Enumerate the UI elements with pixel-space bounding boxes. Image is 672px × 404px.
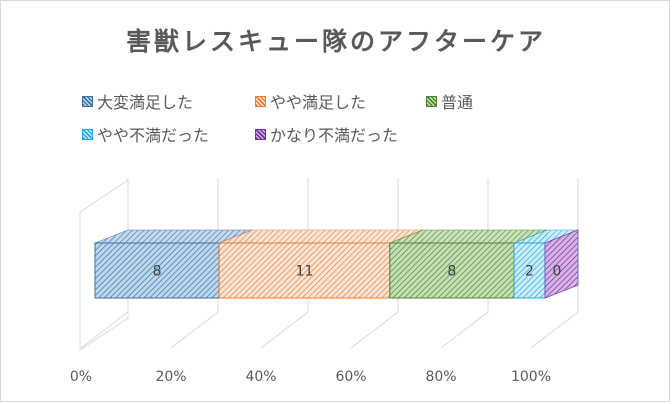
bar-segment-5 [544,229,579,299]
x-axis-ticks: 0% 20% 40% 60% 80% 100% [70,369,551,385]
x-tick-label: 40% [245,369,276,385]
floor-line [530,311,579,349]
bar-side-face [544,229,579,299]
legend-label-4: やや不満だった [97,126,210,145]
data-label-2: 11 [296,264,314,280]
legend-label-1: 大変満足した [97,93,194,112]
floor-line [350,311,399,349]
x-tick-label: 20% [155,369,186,385]
legend-item-3: 普通 [426,89,473,113]
legend-item-2: やや満足した [255,89,366,113]
x-tick-label: 80% [425,369,456,385]
floor-line [80,311,129,349]
legend-item-4: やや不満だった [82,122,209,146]
bar-front-face [218,242,391,299]
floor-line [440,311,489,349]
legend-swatch-4 [82,128,93,140]
legend-swatch-5 [255,128,266,140]
data-label-5: 0 [553,264,562,280]
x-tick-label: 0% [70,369,92,385]
data-label-3: 8 [447,264,456,280]
legend-swatch-1 [82,95,93,107]
legend-label-5: かなり不満だった [270,126,399,145]
legend-label-2: やや満足した [270,93,367,112]
x-tick-label: 100% [511,369,551,385]
floor-line [260,311,309,349]
legend-swatch-3 [426,95,437,107]
chart-title: 害獣レスキュー隊のアフターケア [125,27,546,56]
data-labels: 8 11 8 2 0 [153,264,562,280]
legend-label-3: 普通 [441,93,474,112]
legend-item-5: かなり不満だった [255,122,398,146]
bar-top-face [219,229,423,244]
side-wall [79,179,129,351]
bar-front-face [389,242,515,299]
x-tick-label: 60% [335,369,366,385]
legend-swatch-2 [255,95,266,107]
legend-item-1: 大変満足した [82,89,193,113]
floor-line [170,311,219,349]
bars [94,229,579,299]
data-label-1: 8 [153,264,162,280]
bar-front-face [94,242,220,299]
data-label-4: 2 [525,264,534,280]
